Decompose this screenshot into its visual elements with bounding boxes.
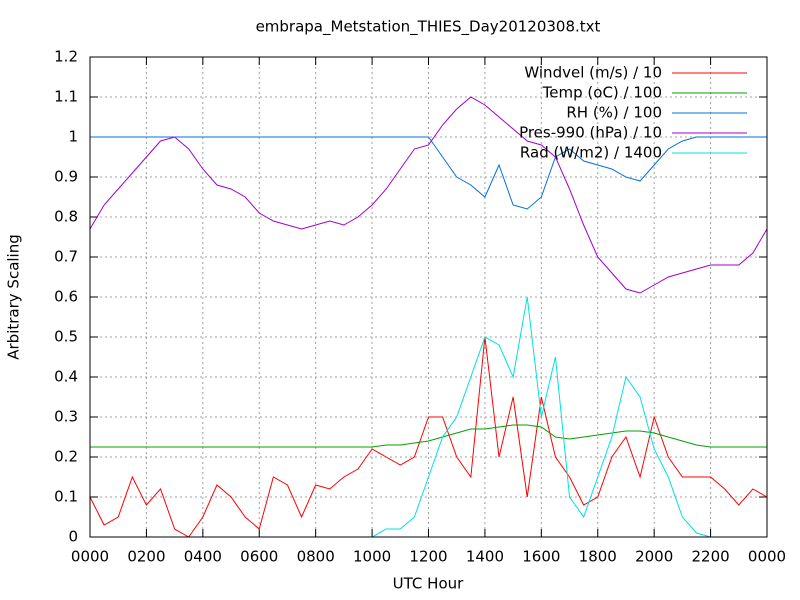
legend-label: Rad (W/m2) / 1400 [520, 144, 662, 162]
x-tick-label: 1000 [353, 548, 391, 566]
x-tick-label: 0000 [71, 548, 109, 566]
y-tick-label: 0.5 [54, 328, 78, 346]
y-tick-label: 0.6 [54, 288, 78, 306]
y-tick-label: 1.2 [54, 48, 78, 66]
series-line [89, 336, 768, 538]
legend-label: Pres-990 (hPa) / 10 [519, 124, 662, 142]
y-tick-label: 1 [68, 128, 78, 146]
y-tick-label: 0.9 [54, 168, 78, 186]
legend-label: RH (%) / 100 [566, 104, 662, 122]
y-axis-label: Arbitrary Scaling [5, 234, 23, 360]
x-tick-label: 0800 [297, 548, 335, 566]
y-tick-label: 0.8 [54, 208, 78, 226]
plot-border [89, 56, 768, 538]
legend-label: Temp (oC) / 100 [542, 84, 662, 102]
y-tick-label: 0 [68, 528, 78, 546]
x-tick-label: 1200 [409, 548, 447, 566]
x-tick-label: 1800 [579, 548, 617, 566]
y-tick-label: 0.2 [54, 448, 78, 466]
y-tick-label: 0.4 [54, 368, 78, 386]
x-tick-label: 1400 [466, 548, 504, 566]
chart-title: embrapa_Metstation_THIES_Day20120308.txt [256, 18, 601, 37]
x-tick-label: 0600 [240, 548, 278, 566]
legend-label: Windvel (m/s) / 10 [524, 64, 662, 82]
series-line [90, 136, 767, 210]
x-tick-label: 0400 [184, 548, 222, 566]
y-tick-label: 0.7 [54, 248, 78, 266]
x-tick-label: 2200 [691, 548, 729, 566]
x-tick-label: 0000 [748, 548, 786, 566]
y-tick-label: 0.1 [54, 488, 78, 506]
x-axis-label: UTC Hour [393, 575, 464, 593]
x-tick-label: 0200 [127, 548, 165, 566]
series-line [90, 424, 767, 448]
series-line [89, 96, 768, 294]
x-tick-label: 2000 [635, 548, 673, 566]
y-tick-label: 0.3 [54, 408, 78, 426]
y-tick-label: 1.1 [54, 88, 78, 106]
x-tick-label: 1600 [522, 548, 560, 566]
